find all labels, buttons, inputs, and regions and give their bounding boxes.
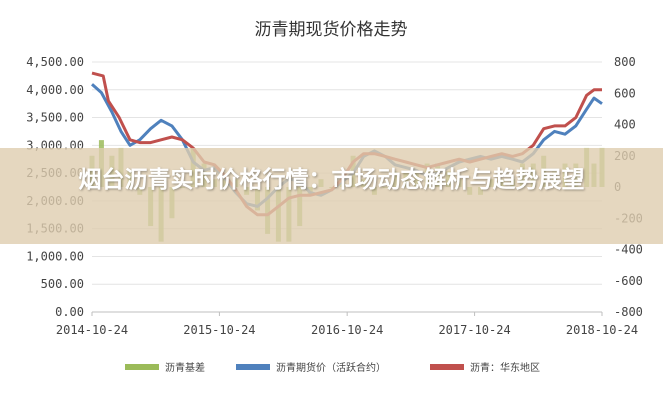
legend-label: 沥青：华东地区	[470, 361, 540, 374]
y-right-tick-label: -800	[614, 305, 643, 319]
x-tick-label: 2015-10-24	[183, 323, 255, 337]
legend-swatch	[125, 364, 159, 370]
legend-swatch	[430, 364, 464, 370]
legend: 沥青基差 沥青期货价（活跃合约） 沥青：华东地区	[125, 361, 540, 374]
y-left-tick-label: 3,500.00	[26, 111, 84, 125]
x-tick-label: 2017-10-24	[438, 323, 510, 337]
x-tick-label: 2018-10-24	[566, 323, 638, 337]
y-right-tick-label: 400	[614, 118, 636, 132]
y-right-tick-label: -400	[614, 243, 643, 257]
y-right-tick-label: 800	[614, 55, 636, 69]
legend-swatch	[236, 364, 270, 370]
chart-title: 沥青期现货价格走势	[255, 20, 408, 40]
legend-label: 沥青基差	[165, 361, 205, 374]
y-left-tick-label: 0.00	[55, 305, 84, 319]
y-left-tick-label: 1,000.00	[26, 249, 84, 263]
x-tick-label: 2016-10-24	[311, 323, 383, 337]
y-right-tick-label: 600	[614, 86, 636, 100]
y-left-tick-label: 4,500.00	[26, 55, 84, 69]
overlay-title: 烟台沥青实时价格行情：市场动态解析与趋势展望	[78, 167, 585, 193]
legend-label: 沥青期货价（活跃合约）	[276, 361, 386, 374]
y-left-tick-label: 4,000.00	[26, 83, 84, 97]
title-overlay-band	[0, 148, 663, 244]
x-tick-label: 2014-10-24	[56, 323, 128, 337]
y-left-tick-label: 500.00	[41, 277, 84, 291]
y-right-tick-label: -600	[614, 274, 643, 288]
